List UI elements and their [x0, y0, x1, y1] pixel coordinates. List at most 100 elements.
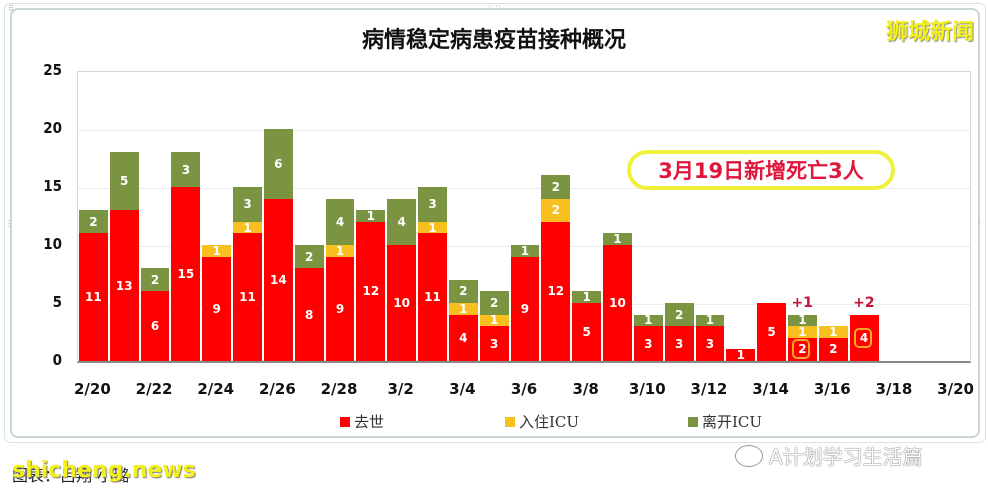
x-tick-label: 3/20: [937, 380, 974, 398]
resize-handle-top-left[interactable]: ⠿: [8, 4, 15, 13]
legend-swatch-icon: [505, 416, 515, 427]
bar-3-13[interactable]: 1: [726, 349, 756, 361]
bar-segment-deaths: 13: [109, 210, 139, 361]
legend-item[interactable]: 去世: [340, 411, 384, 432]
x-tick-label: 3/10: [628, 380, 666, 398]
x-tick-label: 3/6: [510, 380, 538, 398]
bar-2-21[interactable]: 13 5: [109, 152, 139, 361]
resize-handle-left[interactable]: ⋮: [5, 219, 14, 228]
bar-3-9[interactable]: 10 1: [603, 233, 632, 361]
resize-handle-right[interactable]: ⋮: [975, 219, 984, 228]
bar-segment-deaths: 3: [695, 326, 725, 361]
wechat-icon: [735, 444, 763, 467]
delta-label: +2: [853, 294, 875, 311]
bar-3-14[interactable]: 5: [757, 303, 787, 361]
bar-segment-deaths: 15: [171, 187, 201, 361]
y-tick-label: 20: [43, 119, 62, 137]
chart-outer-frame: [4, 3, 986, 443]
chart-title: 病情稳定病患疫苗接种概况: [361, 28, 626, 53]
bar-segment-icu_in: 1: [788, 326, 817, 338]
bar-segment-deaths: 4: [448, 314, 478, 361]
bar-segment-icu_in: 1: [233, 221, 262, 234]
bar-segment-deaths: 14: [263, 198, 293, 361]
bar-segment-icu_in: 1: [818, 326, 848, 338]
bar-segment-deaths: 9: [202, 256, 232, 361]
x-tick-label: 2/26: [258, 380, 296, 398]
bar-segment-icu_out: 2: [479, 291, 509, 315]
bar-segment-deaths: 10: [603, 245, 632, 361]
brand-logo: 狮城新闻: [885, 20, 974, 45]
bar-3-2[interactable]: 10 4: [387, 198, 417, 361]
bar-2-26[interactable]: 14 6: [263, 129, 293, 361]
bar-segment-deaths: 9: [510, 256, 540, 361]
bar-segment-icu_out: 4: [387, 198, 417, 245]
bar-3-3[interactable]: 11 1 3: [418, 187, 447, 361]
bar-segment-icu_out: 6: [263, 129, 293, 199]
bar-segment-icu_in: 1: [202, 245, 232, 257]
bar-segment-icu_out: 2: [79, 210, 108, 234]
delta-label: +1: [791, 294, 813, 311]
x-tick-label: 2/22: [135, 380, 173, 398]
bar-3-1[interactable]: 12 1: [356, 210, 386, 361]
bar-segment-icu_out: 2: [664, 303, 694, 327]
legend-swatch-icon: [688, 416, 698, 427]
watermark-wechat: A计划学习生活篇: [735, 441, 923, 470]
legend-item[interactable]: 离开ICU: [688, 411, 762, 432]
bar-segment-icu_out: 1: [603, 233, 632, 245]
bar-segment-deaths: 1: [726, 349, 756, 361]
bar-segment-icu_out: 2: [294, 245, 324, 269]
y-tick-label: 10: [43, 235, 62, 253]
watermark-shicheng: shicheng.news: [12, 458, 196, 483]
bar-segment-deaths: 12: [356, 221, 386, 361]
bar-segment-deaths: 3: [633, 326, 663, 361]
bar-segment-icu_out: 2: [140, 268, 170, 292]
y-tick-label: 25: [43, 61, 62, 79]
bar-segment-deaths: 9: [325, 256, 355, 361]
x-tick-label: 3/4: [449, 380, 476, 398]
bar-segment-deaths: 12: [541, 221, 571, 361]
y-tick-label: 0: [52, 351, 62, 369]
bar-segment-deaths: 3: [664, 326, 694, 361]
bar-segment-icu_out: 2: [448, 279, 478, 304]
bar-segment-icu_in: 1: [418, 221, 447, 234]
bar-segment-icu_out: 1: [356, 210, 386, 222]
bar-2-23[interactable]: 15 3: [171, 152, 201, 361]
bar-segment-deaths: 11: [418, 233, 447, 361]
bar-segment-icu_out: 5: [109, 152, 139, 211]
bar-segment-icu_out: 2: [541, 175, 571, 199]
gridline: [78, 130, 970, 131]
bar-3-7[interactable]: 12 2 2: [541, 175, 571, 361]
plot-area: 11 2 13 5 6 2 15 3 9 1 11 1 3 14 6 8 2 9 1 4 12 1 10 4 11 1 3 4 1 2 3 1…: [77, 71, 971, 363]
bar-segment-deaths: 5: [757, 303, 787, 361]
resize-handle-top[interactable]: ····: [488, 2, 503, 11]
death-callout: 3月19日新增死亡3人: [627, 150, 895, 190]
bar-segment-icu_out: 3: [233, 187, 262, 222]
x-tick-label: 2/28: [320, 380, 358, 398]
x-tick-label: 2/24: [197, 380, 235, 398]
bar-2-20[interactable]: 11 2: [79, 210, 108, 361]
bar-segment-deaths: 6: [140, 291, 170, 361]
x-tick-label: 3/18: [875, 380, 913, 398]
legend-label: 入住ICU: [519, 413, 580, 431]
bar-2-25[interactable]: 11 1 3: [233, 187, 262, 361]
legend-item[interactable]: 入住ICU: [505, 411, 579, 432]
bar-segment-icu_in: 2: [541, 198, 571, 222]
highlight-ring: [854, 327, 873, 348]
bar-segment-icu_out: 4: [325, 198, 355, 246]
watermark-wechat-text: A计划学习生活篇: [769, 445, 923, 469]
legend-swatch-icon: [340, 416, 350, 427]
chart-caption: 图表：吕翔·小璐: [12, 466, 130, 485]
legend-label: 去世: [354, 413, 385, 431]
